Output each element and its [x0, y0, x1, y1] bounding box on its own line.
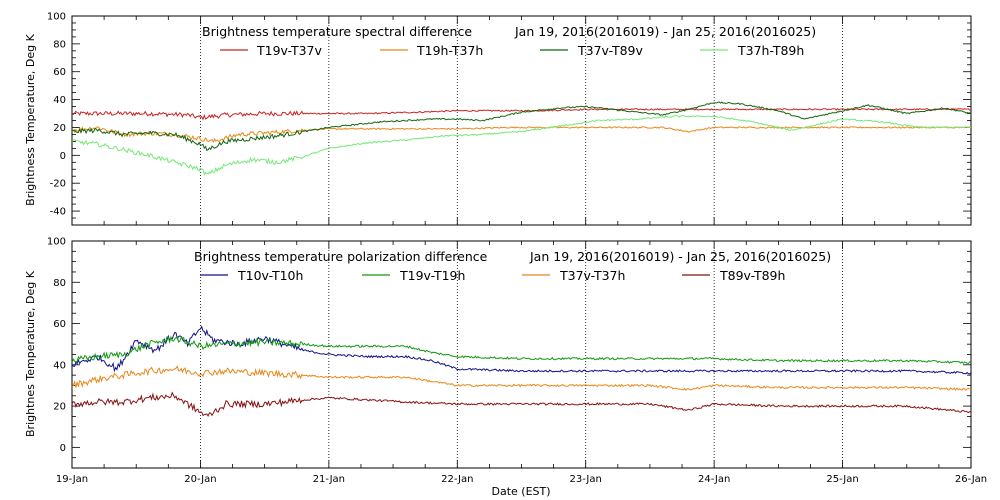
xtick-label-19-Jan: 19-Jan: [56, 474, 88, 485]
panel2-series: [71, 325, 972, 417]
panel2-legend: T10v-T10h T19v-T19h T37v-T37h T89v-T89h: [200, 268, 785, 283]
ytick-label-60: 60: [53, 67, 66, 78]
legend2-label-2: T37v-T37h: [559, 268, 625, 283]
xtick-label-22-Jan: 22-Jan: [441, 474, 473, 485]
xtick-label-23-Jan: 23-Jan: [570, 474, 602, 485]
xtick-label-24-Jan: 24-Jan: [698, 474, 730, 485]
ytick-label-40: 40: [53, 95, 66, 106]
legend1-label-3: T37h-T89h: [737, 43, 804, 58]
ytick-label-60: 60: [53, 319, 66, 330]
panel2-title: Brightness temperature polarization diff…: [194, 249, 488, 264]
panel1-title: Brightness temperature spectral differen…: [202, 24, 472, 39]
ytick-label-80: 80: [53, 39, 66, 50]
legend1-label-2: T37v-T89v: [577, 43, 644, 58]
polarization-difference-panel: 0 20 40 60 80 100 19-Jan 20-Jan 21-Jan 22-Jan 23-J…: [24, 237, 987, 499]
series-line-T19h-T37h: [71, 126, 972, 143]
ytick-label--40: -40: [50, 207, 66, 218]
panel1-series: [71, 101, 972, 177]
panel1-ticks: -40 -20 0 20 40 60 80 100: [47, 12, 972, 226]
panel1-grid: [200, 16, 843, 225]
xtick-label-25-Jan: 25-Jan: [826, 474, 858, 485]
xtick-label-21-Jan: 21-Jan: [313, 474, 345, 485]
series-line-T10v-T10h: [71, 325, 972, 375]
ytick-label-20: 20: [53, 402, 66, 413]
series-line-T19v-T19h: [71, 335, 972, 364]
panel2-date-range: Jan 19, 2016(2016019) - Jan 25, 2016(201…: [529, 249, 831, 264]
legend1-label-0: T19v-T37v: [256, 43, 323, 58]
xtick-label-26-Jan: 26-Jan: [955, 474, 987, 485]
panel2-grid: [200, 241, 843, 468]
series-line-T89v-T89h: [71, 391, 972, 417]
legend2-label-3: T89v-T89h: [719, 268, 785, 283]
series-line-T37v-T37h: [71, 365, 972, 392]
legend2-label-0: T10v-T10h: [237, 268, 303, 283]
panel1-ylabel: Brightness Temperature, Deg K: [24, 33, 37, 205]
ytick-label-0: 0: [60, 443, 66, 454]
ytick-label-100: 100: [47, 12, 66, 23]
legend1-label-1: T19h-T37h: [416, 43, 483, 58]
x-axis-title: Date (EST): [491, 485, 550, 498]
spectral-difference-panel: -40 -20 0 20 40 60 80 100 Brightness Temperatur…: [24, 12, 972, 226]
panel1-date-range: Jan 19, 2016(2016019) - Jan 25, 2016(201…: [514, 24, 816, 39]
series-line-T37h-T89h: [71, 115, 972, 177]
ytick-label-80: 80: [53, 278, 66, 289]
ytick-label-0: 0: [60, 151, 66, 162]
panel1-legend: T19v-T37v T19h-T37h T37v-T89v T37h-T89h: [220, 43, 804, 58]
ytick-label-100: 100: [47, 237, 66, 248]
ytick-label--20: -20: [50, 179, 66, 190]
series-line-T19v-T37v: [71, 108, 971, 121]
series-line-T37v-T89v: [71, 101, 972, 152]
xtick-label-20-Jan: 20-Jan: [184, 474, 216, 485]
ytick-label-40: 40: [53, 360, 66, 371]
panel2-ylabel: Brightnes Temperature, Deg K: [24, 270, 37, 437]
ytick-label-20: 20: [53, 123, 66, 134]
legend2-label-1: T19v-T19h: [399, 268, 465, 283]
